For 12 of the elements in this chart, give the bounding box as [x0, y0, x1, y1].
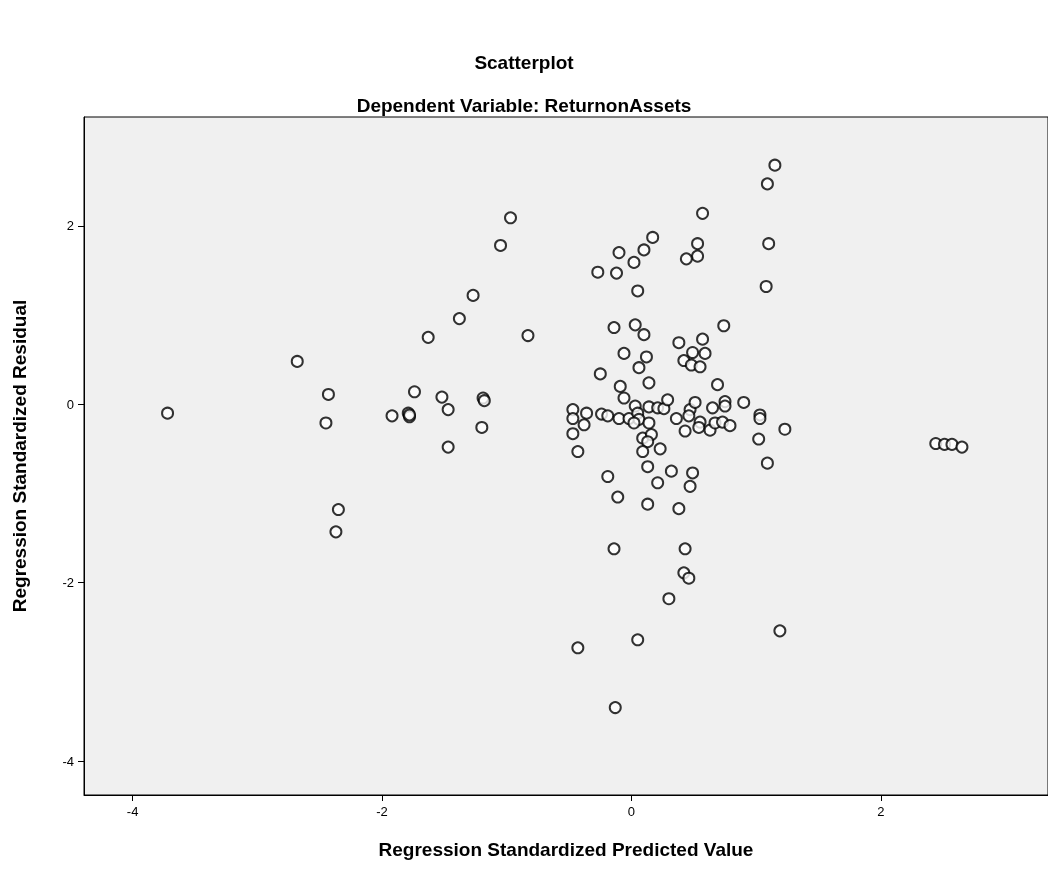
- x-tick-label: -2: [376, 804, 388, 819]
- x-tick-label: 0: [627, 804, 636, 819]
- x-tick-label: 2: [877, 804, 885, 819]
- chart-title: Scatterplot: [474, 52, 575, 73]
- x-tick-label: -4: [126, 804, 139, 819]
- y-tick-label: -4: [62, 753, 74, 769]
- y-axis-title: Regression Standardized Residual: [9, 299, 30, 613]
- y-tick-label: 2: [66, 218, 74, 234]
- chart-subtitle: Dependent Variable: ReturnonAssets: [356, 95, 692, 116]
- y-tick-label: -2: [62, 575, 74, 591]
- y-tick-label: 0: [66, 396, 74, 412]
- x-axis-title: Regression Standardized Predicted Value: [378, 839, 754, 860]
